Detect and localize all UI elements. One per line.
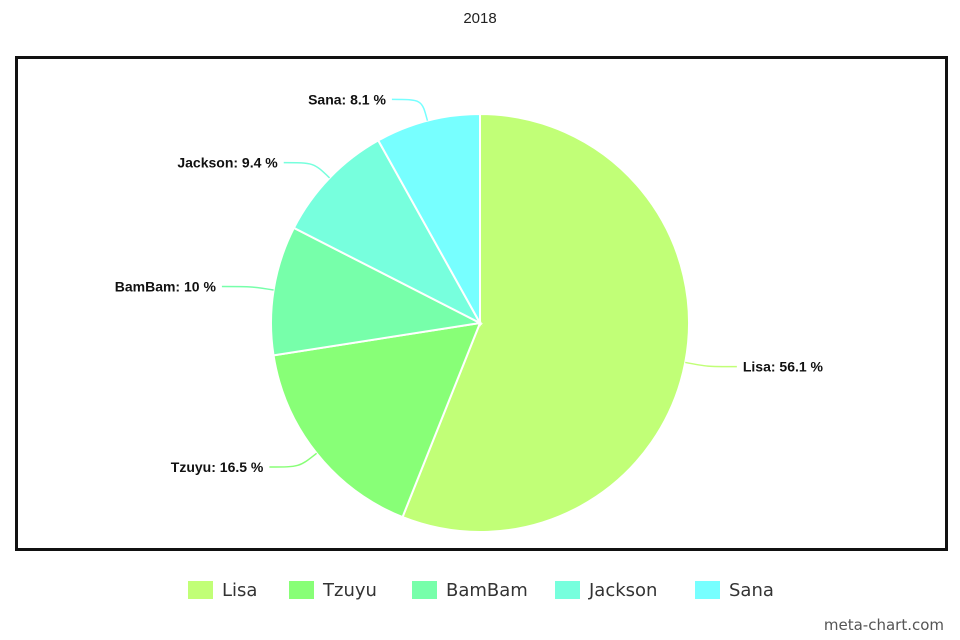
legend-swatch-bambam xyxy=(412,581,437,599)
legend-label-jackson: Jackson xyxy=(589,579,658,601)
legend-swatch-sana xyxy=(695,581,720,599)
legend: Lisa Tzuyu BamBam Jackson Sana xyxy=(0,576,960,604)
leader-line-jackson xyxy=(283,161,331,179)
chart-title: 2018 xyxy=(463,10,497,27)
data-label-sana: Sana: 8.1 % xyxy=(308,91,386,107)
legend-swatch-lisa xyxy=(188,581,213,599)
legend-label-sana: Sana xyxy=(729,579,774,601)
leader-line-sana xyxy=(391,98,429,121)
watermark: meta-chart.com xyxy=(823,616,944,634)
leader-line-lisa xyxy=(685,361,737,368)
legend-swatch-tzuyu xyxy=(289,581,314,599)
legend-item-sana[interactable]: Sana xyxy=(695,576,774,604)
data-label-lisa: Lisa: 56.1 % xyxy=(743,359,824,375)
legend-item-bambam[interactable]: BamBam xyxy=(412,576,528,604)
legend-swatch-jackson xyxy=(555,581,580,599)
legend-label-tzuyu: Tzuyu xyxy=(323,579,377,601)
pie-slice-tzuyu[interactable] xyxy=(272,321,482,519)
plot-frame xyxy=(15,56,948,551)
leader-line-tzuyu xyxy=(269,452,318,468)
data-label-jackson: Jackson: 9.4 % xyxy=(177,155,278,171)
legend-label-lisa: Lisa xyxy=(222,579,258,601)
pie-slice-sana[interactable] xyxy=(376,112,481,327)
data-label-bambam: BamBam: 10 % xyxy=(115,279,217,295)
data-label-tzuyu: Tzuyu: 16.5 % xyxy=(171,459,264,475)
pie-slice-bambam[interactable] xyxy=(270,226,484,357)
leader-line-bambam xyxy=(221,285,274,291)
legend-label-bambam: BamBam xyxy=(446,579,528,601)
pie-slice-jackson[interactable] xyxy=(292,139,483,326)
legend-item-jackson[interactable]: Jackson xyxy=(555,576,657,604)
legend-item-lisa[interactable]: Lisa xyxy=(188,576,257,604)
legend-item-tzuyu[interactable]: Tzuyu xyxy=(289,576,377,604)
